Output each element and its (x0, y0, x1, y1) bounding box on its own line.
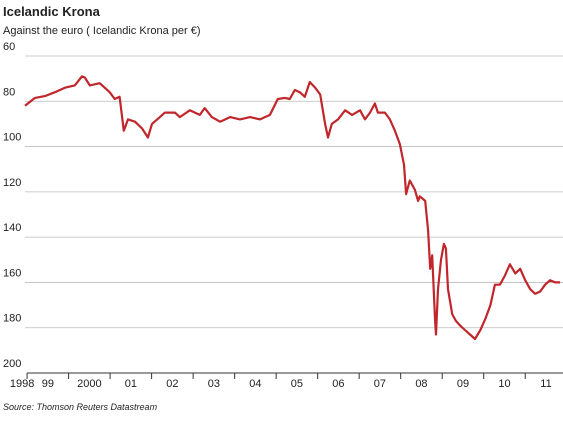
y-tick-label: 80 (3, 86, 15, 98)
x-tick-label: 01 (125, 378, 137, 390)
x-tick-label: 02 (166, 378, 178, 390)
x-tick-label: 99 (42, 378, 54, 390)
x-tick-label: 08 (415, 378, 427, 390)
y-tick-label: 120 (3, 177, 21, 189)
x-tick-label: 1998 (10, 378, 34, 390)
y-tick-label: 200 (3, 358, 21, 370)
chart-subtitle: Against the euro ( Icelandic Krona per €… (3, 25, 201, 37)
x-tick-label: 09 (457, 378, 469, 390)
x-tick-label: 04 (249, 378, 261, 390)
x-tick-label: 06 (332, 378, 344, 390)
x-tick-label: 05 (291, 378, 303, 390)
y-tick-label: 60 (3, 41, 15, 53)
source-note: Source: Thomson Reuters Datastream (3, 402, 158, 412)
y-tick-label: 160 (3, 267, 21, 279)
data-line (24, 75, 561, 341)
chart-title: Icelandic Krona (3, 4, 101, 19)
y-tick-label: 180 (3, 313, 21, 325)
y-tick-label: 140 (3, 222, 21, 234)
x-tick-label: 03 (208, 378, 220, 390)
x-tick-label: 07 (374, 378, 386, 390)
y-tick-label: 100 (3, 132, 21, 144)
x-tick-label: 10 (498, 378, 510, 390)
x-tick-label: 11 (540, 378, 551, 390)
x-tick-label: 2000 (77, 378, 101, 390)
